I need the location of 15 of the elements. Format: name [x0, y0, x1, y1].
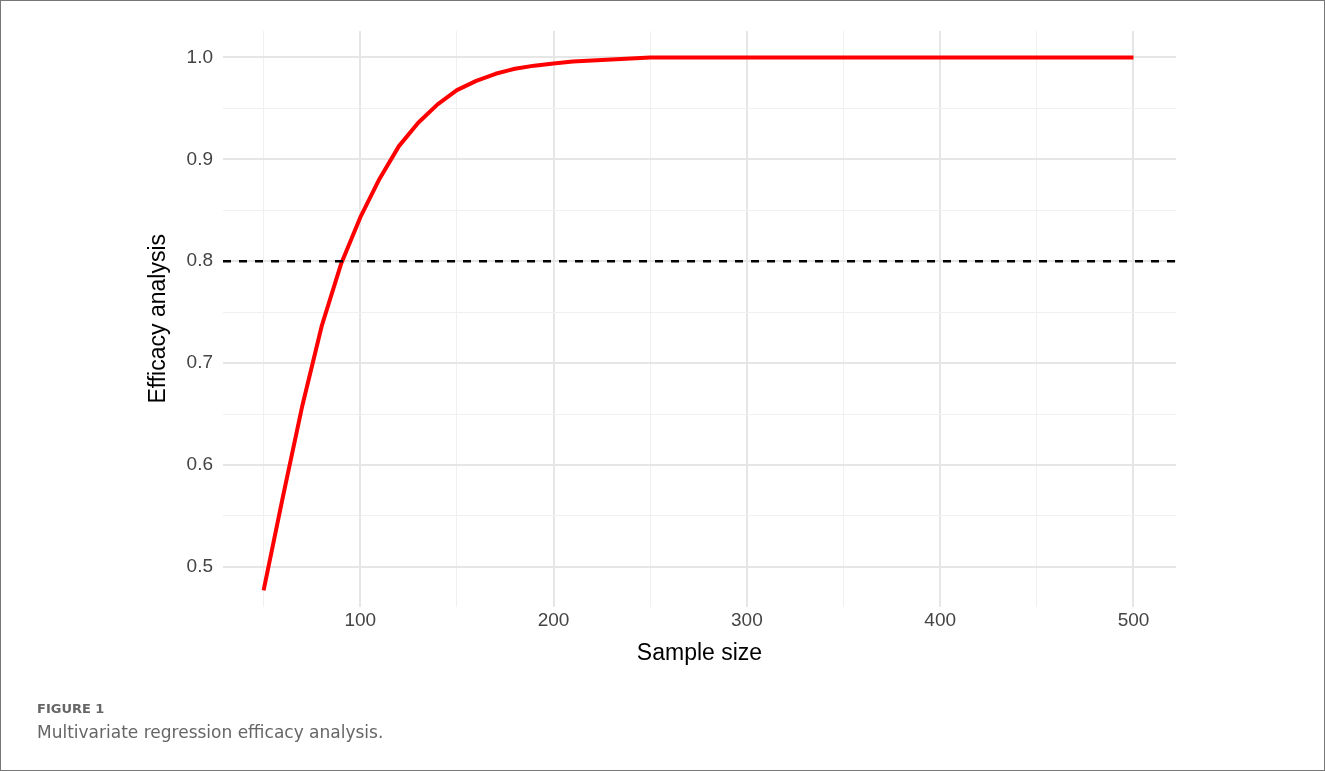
x-tick-label: 400	[924, 609, 957, 631]
y-tick-label: 0.5	[186, 555, 214, 577]
y-tick-label: 0.9	[186, 147, 214, 169]
x-axis-title: Sample size	[636, 638, 763, 665]
y-tick-label: 1.0	[186, 45, 214, 67]
text: Multivariate regression efficacy analysis.	[37, 722, 384, 742]
x-tick-label: 200	[537, 609, 570, 631]
x-tick-label: 100	[344, 609, 377, 631]
y-tick-label: 0.8	[186, 249, 214, 271]
y-axis-title: Efficacy analysis	[144, 234, 171, 404]
y-tick-label: 0.7	[186, 351, 214, 373]
caption: FIGURE 1	[37, 701, 106, 716]
x-tick-label: 300	[731, 609, 763, 631]
y-tick-label: 0.6	[186, 453, 214, 475]
x-tick-label: 500	[1117, 609, 1150, 631]
